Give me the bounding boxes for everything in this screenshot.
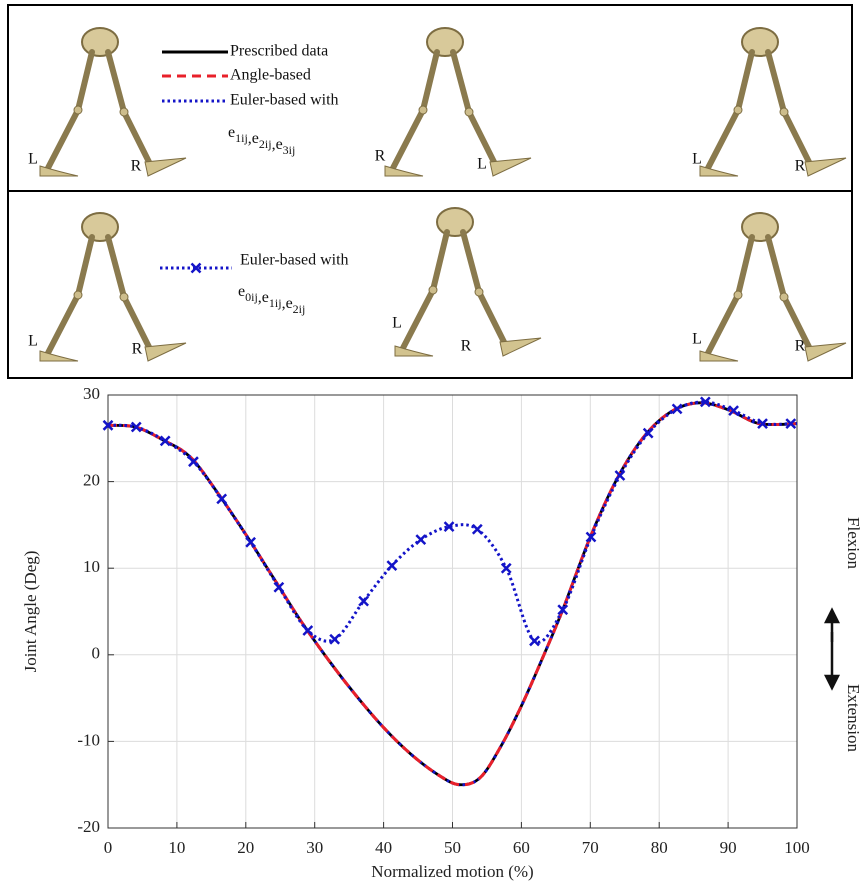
math-sub: 2ij — [259, 137, 272, 151]
skeleton — [395, 208, 541, 356]
x-tick-label: 90 — [720, 838, 737, 857]
legend-label: Euler-based with — [230, 92, 339, 109]
x-tick-label: 40 — [375, 838, 392, 857]
y-tick-label: 30 — [83, 384, 100, 403]
series-line — [107, 401, 798, 787]
math-sub: 1ij — [269, 296, 282, 310]
joint-label: R — [131, 158, 142, 175]
joint-label: L — [477, 156, 487, 173]
skeleton — [385, 28, 531, 176]
joint-label: L — [392, 315, 402, 332]
joint-label: R — [795, 338, 806, 355]
math-base: e — [238, 283, 245, 300]
legend-math: e0ij,e1ij,e2ij — [238, 283, 305, 316]
math-sub: 0ij — [245, 290, 258, 304]
data-marker — [159, 435, 171, 447]
skeleton — [700, 28, 846, 176]
data-marker — [557, 604, 569, 616]
legend-math: e1ij,e2ij,e3ij — [228, 124, 295, 157]
data-marker — [642, 427, 654, 439]
y-tick-label: 20 — [83, 471, 100, 490]
data-marker — [188, 456, 199, 468]
data-marker — [216, 493, 228, 505]
data-marker — [585, 531, 597, 543]
arrow — [823, 632, 841, 691]
data-marker — [245, 536, 257, 548]
plot-frame — [107, 394, 798, 829]
data-marker — [415, 534, 427, 546]
data-marker — [386, 560, 398, 571]
data-marker — [273, 581, 285, 593]
data-marker — [329, 633, 341, 645]
math-base: ,e — [282, 295, 293, 312]
math-sub: 3ij — [283, 143, 296, 157]
legend-label: Prescribed data — [230, 43, 328, 60]
y-tick-label: -20 — [77, 817, 100, 836]
joint-label: L — [28, 151, 38, 168]
data-marker — [102, 419, 114, 431]
data-marker — [130, 421, 142, 433]
skeleton — [40, 213, 186, 361]
y-axis-label: Joint Angle (Deg) — [21, 551, 40, 673]
y-tick-label: 10 — [83, 557, 100, 576]
x-tick-label: 20 — [237, 838, 254, 857]
x-tick-label: 80 — [651, 838, 668, 857]
skeleton — [700, 213, 846, 361]
x-tick-label: 10 — [168, 838, 185, 857]
data-marker — [302, 625, 314, 636]
data-marker — [471, 523, 483, 535]
math-base: e — [228, 124, 235, 141]
joint-label: L — [692, 331, 702, 348]
data-marker — [728, 405, 739, 416]
joint-label: R — [375, 148, 386, 165]
data-marker — [500, 562, 512, 574]
x-tick-label: 60 — [513, 838, 530, 857]
joint-label: R — [795, 158, 806, 175]
joint-label: L — [28, 333, 38, 350]
math-base: ,e — [258, 289, 269, 306]
joint-label: R — [132, 341, 143, 358]
x-tick-label: 70 — [582, 838, 599, 857]
y-tick-label: -10 — [77, 730, 100, 749]
joint-label: R — [461, 338, 472, 355]
data-marker — [671, 403, 683, 415]
data-marker — [529, 635, 540, 647]
y-tick-label: 0 — [92, 644, 101, 663]
x-tick-label: 50 — [444, 838, 461, 857]
math-sub: 1ij — [235, 131, 248, 145]
x-tick-label: 30 — [306, 838, 323, 857]
math-base: ,e — [272, 136, 283, 153]
legend-label: Euler-based with — [240, 252, 349, 269]
data-marker — [785, 418, 797, 429]
legend-marker — [190, 262, 202, 274]
panel-frame — [7, 190, 853, 379]
data-marker — [443, 521, 455, 533]
x-tick-label: 100 — [784, 838, 810, 857]
data-marker — [614, 470, 626, 481]
joint-label: L — [692, 151, 702, 168]
data-marker — [757, 418, 768, 429]
annotation: Flexion — [844, 517, 860, 569]
data-marker — [358, 595, 370, 607]
annotation: Extension — [844, 684, 860, 752]
data-marker — [699, 396, 711, 408]
math-base: ,e — [248, 130, 259, 147]
legend-label: Angle-based — [230, 67, 311, 84]
math-sub: 2ij — [293, 302, 306, 316]
x-axis-label: Normalized motion (%) — [371, 862, 533, 881]
x-tick-label: 0 — [104, 838, 113, 857]
